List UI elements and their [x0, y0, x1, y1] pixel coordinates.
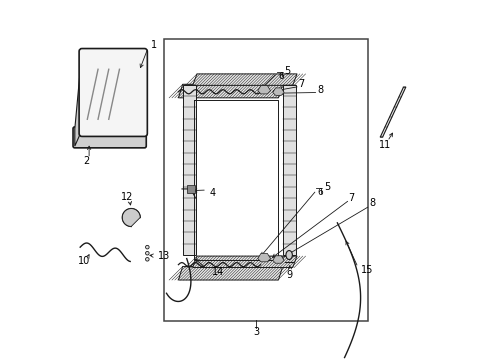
Text: 10: 10 [78, 256, 90, 266]
Polygon shape [272, 88, 284, 95]
Polygon shape [257, 253, 270, 262]
Text: 2: 2 [83, 156, 90, 166]
Text: 3: 3 [252, 327, 259, 337]
Polygon shape [257, 86, 270, 94]
Polygon shape [272, 256, 284, 263]
FancyBboxPatch shape [73, 127, 146, 148]
Polygon shape [380, 87, 405, 137]
Text: 8: 8 [368, 198, 375, 208]
Polygon shape [192, 74, 296, 85]
Polygon shape [183, 85, 196, 255]
Polygon shape [75, 51, 82, 146]
Text: 4: 4 [209, 188, 215, 198]
Text: 9: 9 [285, 270, 292, 280]
Text: 7: 7 [348, 193, 354, 203]
Bar [186, 185, 195, 193]
Polygon shape [178, 266, 282, 280]
Ellipse shape [145, 257, 149, 261]
Text: 15: 15 [360, 265, 372, 275]
Text: 1: 1 [151, 40, 157, 50]
Polygon shape [122, 208, 140, 226]
Ellipse shape [145, 251, 149, 255]
Text: 13: 13 [158, 251, 170, 261]
Text: 12: 12 [121, 192, 133, 202]
Text: 11: 11 [378, 140, 390, 150]
Ellipse shape [285, 251, 292, 260]
Polygon shape [282, 85, 296, 255]
Ellipse shape [145, 246, 149, 249]
Text: 6: 6 [317, 188, 323, 197]
Text: 14: 14 [211, 267, 224, 277]
Text: 5: 5 [323, 182, 329, 192]
Text: 5: 5 [284, 66, 290, 76]
Bar [164, 39, 367, 321]
Text: 7: 7 [298, 79, 304, 89]
Text: 8: 8 [317, 85, 323, 95]
Text: 6: 6 [278, 72, 284, 81]
FancyBboxPatch shape [79, 49, 147, 136]
Polygon shape [192, 256, 296, 267]
Polygon shape [178, 84, 282, 98]
